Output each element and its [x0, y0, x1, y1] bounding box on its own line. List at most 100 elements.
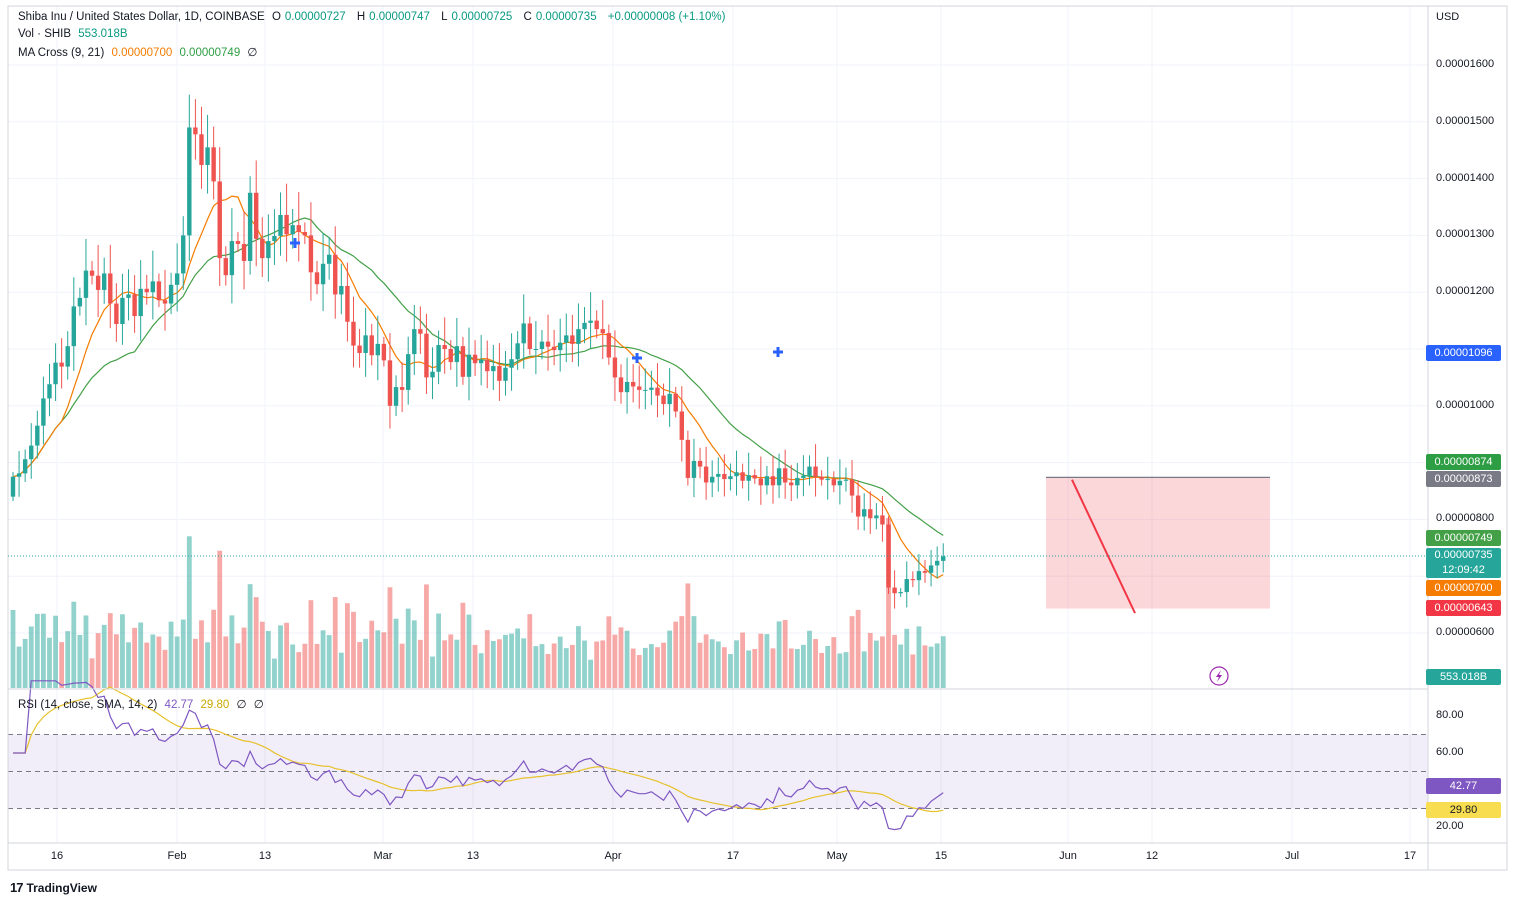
volume-label[interactable]: Vol · SHIB [18, 28, 72, 40]
ma-visibility-icon[interactable]: ∅ [247, 47, 258, 59]
volume-bar [107, 613, 113, 688]
candle-body [369, 335, 374, 356]
volume-bar [782, 620, 788, 688]
volume-bar [813, 639, 818, 688]
volume-bar [746, 650, 752, 688]
candle-body [308, 235, 314, 273]
candle-body [509, 359, 514, 368]
rsi-lines [13, 680, 944, 831]
volume-bar [132, 627, 137, 688]
candle-body [898, 592, 903, 594]
candle-body [436, 345, 441, 372]
candle-body [716, 473, 721, 477]
candle-body [35, 425, 40, 446]
volume-bar [594, 641, 600, 688]
candle-body [630, 381, 636, 387]
candle-body [302, 231, 308, 236]
candle-body [138, 288, 143, 317]
candle-body [922, 571, 928, 573]
price-axis-label: 0.00001500 [1436, 114, 1495, 127]
price-axis-label: 0.00000800 [1436, 512, 1495, 525]
slow-ma-tag: 0.00000749 [1426, 530, 1501, 546]
volume-bar [138, 622, 144, 688]
volume-bar [351, 611, 356, 688]
volume-bar [296, 652, 302, 688]
volume-bar [904, 628, 910, 688]
candle-body [363, 335, 368, 353]
candle-body [448, 349, 453, 363]
volume-bar [59, 642, 65, 688]
volume-bar [320, 630, 326, 688]
volume-bar [253, 597, 259, 688]
candle-body [454, 346, 460, 363]
candle-body [29, 445, 34, 460]
close-value: 0.00000735 [535, 11, 597, 23]
volume-bar [721, 647, 727, 688]
volume-bars [10, 518, 946, 688]
volume-bar [940, 636, 946, 688]
candle-body [789, 482, 794, 486]
price-axis-label: 0.00001600 [1436, 58, 1495, 70]
volume-bar [928, 646, 934, 688]
volume-bar [265, 630, 271, 688]
candle-body [95, 275, 101, 290]
ma-fast-value: 0.00000700 [111, 47, 173, 59]
volume-bar [223, 636, 229, 688]
volume-bar [338, 652, 344, 688]
symbol-title[interactable]: Shiba Inu / United States Dollar, 1D, CO… [18, 11, 265, 23]
price-axis-label: 0.00001400 [1436, 171, 1495, 184]
ma-label[interactable]: MA Cross (9, 21) [18, 47, 105, 59]
candlesticks[interactable] [10, 94, 946, 609]
candle-body [862, 509, 867, 517]
volume-bar [758, 633, 764, 688]
loss-zone [1046, 477, 1270, 609]
volume-bar [776, 621, 782, 688]
rsi-sma-line [13, 686, 944, 813]
volume-bar [734, 640, 739, 688]
volume-bar [673, 621, 679, 688]
volume-bar [740, 632, 745, 688]
rsi-sma-visibility-icon[interactable]: ∅ [253, 699, 264, 711]
volume-bar [53, 615, 58, 688]
candle-body [576, 329, 581, 344]
volume-bar [649, 644, 654, 688]
candle-body [229, 241, 235, 276]
volume-bar [41, 613, 46, 688]
volume-bar [515, 628, 521, 688]
volume-bar [582, 640, 587, 688]
price-pane-bg[interactable] [8, 6, 1428, 688]
volume-bar [709, 639, 715, 688]
rsi-axis-label: 20.00 [1436, 820, 1464, 832]
volume-bar [369, 620, 375, 688]
volume-bar [375, 630, 381, 688]
candle-body [326, 254, 332, 264]
candle-body [387, 360, 393, 406]
volume-bar [424, 584, 429, 688]
volume-bar [211, 609, 217, 688]
candle-body [10, 476, 16, 497]
tradingview-logo[interactable]: 17 TradingView [10, 880, 97, 895]
time-axis-label: 16 [50, 850, 64, 862]
volume-bar [807, 630, 812, 688]
candle-body [83, 270, 89, 298]
candle-body [485, 359, 490, 372]
alert-price-tag[interactable]: 0.00001096 [1426, 345, 1501, 361]
volume-bar [630, 648, 636, 688]
volume-bar [436, 613, 441, 688]
volume-bar [259, 621, 265, 688]
volume-bar [880, 636, 885, 688]
candle-body [381, 343, 387, 361]
candle-body [801, 475, 806, 478]
rsi-visibility-icon[interactable]: ∅ [236, 699, 247, 711]
candle-body [59, 362, 64, 367]
candle-body [345, 285, 350, 322]
rsi-label[interactable]: RSI (14, close, SMA, 14, 2) [18, 699, 158, 711]
volume-bar [235, 643, 241, 688]
short-position-zone[interactable] [1046, 476, 1270, 614]
volume-bar [728, 654, 733, 688]
volume-bar [284, 622, 289, 688]
candle-body [722, 473, 727, 480]
volume-bar [618, 627, 624, 688]
volume-bar [484, 630, 490, 688]
